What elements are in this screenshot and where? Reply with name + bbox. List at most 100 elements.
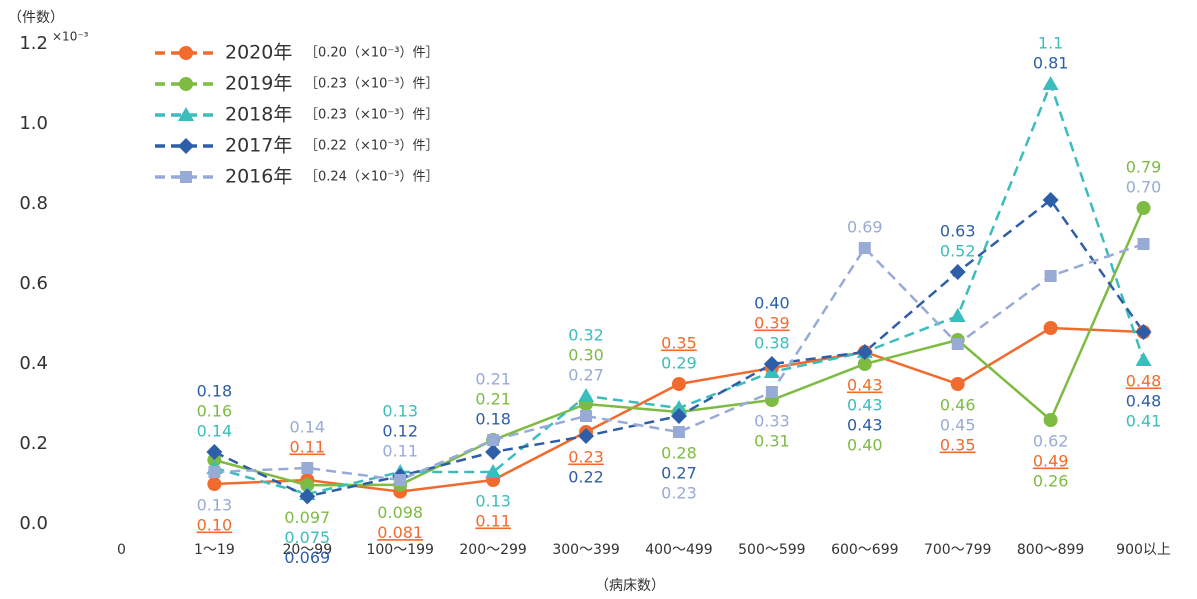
y-unit-label: （件数） [8,10,64,26]
y-tick-label: 0.2 [19,433,48,454]
value-label: 0.12 [382,422,418,441]
value-label: 0.30 [568,346,604,365]
value-label: 0.35 [661,334,697,353]
x-tick-label: 100〜199 [366,542,433,558]
value-label: 0.43 [847,376,883,395]
data-point [950,377,965,391]
value-label: 0.63 [940,222,976,241]
value-label: 0.40 [754,294,790,313]
data-point [951,338,964,350]
y-tick-label: 1.0 [19,113,48,134]
data-point [1044,270,1057,282]
data-point [856,344,873,360]
x-tick-label: 800〜899 [1017,542,1084,558]
data-point [1043,321,1058,335]
value-label: 0.11 [382,442,418,461]
value-label: 0.21 [475,390,511,409]
data-point [301,462,314,474]
value-label: 0.23 [661,484,697,503]
value-label: 0.48 [1126,392,1162,411]
value-label: 0.32 [568,326,604,345]
value-label: 0.33 [754,412,790,431]
value-label: 0.28 [661,444,697,463]
data-point [300,478,315,493]
value-label: 0.69 [847,218,883,237]
value-label: 0.14 [289,418,325,437]
value-label: 0.16 [197,402,233,421]
value-label: 0.11 [475,512,511,531]
value-label: 0.27 [661,464,697,483]
value-label: 0.31 [754,432,790,451]
value-label: 0.81 [1033,54,1069,73]
value-label: 0.70 [1126,178,1162,197]
value-label: 0.39 [754,314,790,333]
value-label: 0.52 [940,242,976,261]
data-point [1042,76,1059,90]
legend-label: 2020年 [225,42,292,64]
value-label: 0.18 [475,410,511,429]
legend-label: 2016年 [225,166,292,188]
value-label: 0.38 [754,334,790,353]
data-point [670,408,687,424]
value-label: 0.41 [1126,412,1162,431]
value-label: 0.14 [197,422,233,441]
value-label: 0.48 [1126,372,1162,391]
data-point [394,474,407,486]
value-label: 0.29 [661,354,697,373]
x-tick-label: 1〜19 [194,542,235,558]
y-tick-label: 0.8 [19,193,48,214]
data-point [578,388,595,402]
x-tick-label: 900以上 [1116,542,1171,558]
value-label: 0.79 [1126,158,1162,177]
value-label: 0.13 [475,492,511,511]
value-label: 0.23 [568,448,604,467]
data-point [949,308,966,322]
value-label: 0.11 [289,438,325,457]
x-axis-label: （病床数） [595,578,665,594]
legend-marker [180,171,192,183]
value-label: 0.40 [847,436,883,455]
value-label: 0.075 [284,528,330,547]
y-tick-label: 0.0 [19,513,48,534]
legend-average: ［0.23（×10⁻³）件］ [305,77,438,92]
value-label: 0.43 [847,396,883,415]
legend-marker [178,138,194,154]
value-label: 0.081 [377,523,423,542]
data-point [206,444,223,460]
legend-average: ［0.24（×10⁻³）件］ [305,170,438,185]
value-label: 0.49 [1033,452,1069,471]
data-point [1042,192,1059,208]
data-point [1135,324,1152,340]
y-tick-label: 0.4 [19,353,48,374]
y-tick-label: 0.6 [19,273,48,294]
value-label: 0.069 [284,548,330,567]
y-tick-label: 1.2 [19,33,48,54]
data-point [672,426,685,438]
value-label: 0.46 [940,396,976,415]
legend-average: ［0.22（×10⁻³）件］ [305,139,438,154]
x-tick-label: 700〜799 [924,542,991,558]
legend-average: ［0.23（×10⁻³）件］ [305,108,438,123]
x-tick-label: 600〜699 [831,542,898,558]
value-label: 0.13 [382,402,418,421]
value-label: 0.62 [1033,432,1069,451]
data-point [949,264,966,280]
x-tick-label: 200〜299 [459,542,526,558]
value-label: 0.45 [940,416,976,435]
value-label: 0.18 [197,382,233,401]
data-point [207,477,222,491]
x-tick-label: 0 [117,542,126,558]
x-tick-label: 400〜499 [645,542,712,558]
data-point [765,386,778,398]
legend-marker [178,107,194,121]
data-point [1043,413,1058,427]
value-label: 0.098 [377,503,423,522]
legend-marker [179,77,193,91]
data-point [858,242,871,254]
data-point [1135,352,1152,366]
data-point [763,356,780,372]
data-point [1136,201,1151,215]
data-point [1137,238,1150,250]
data-point [485,464,502,478]
